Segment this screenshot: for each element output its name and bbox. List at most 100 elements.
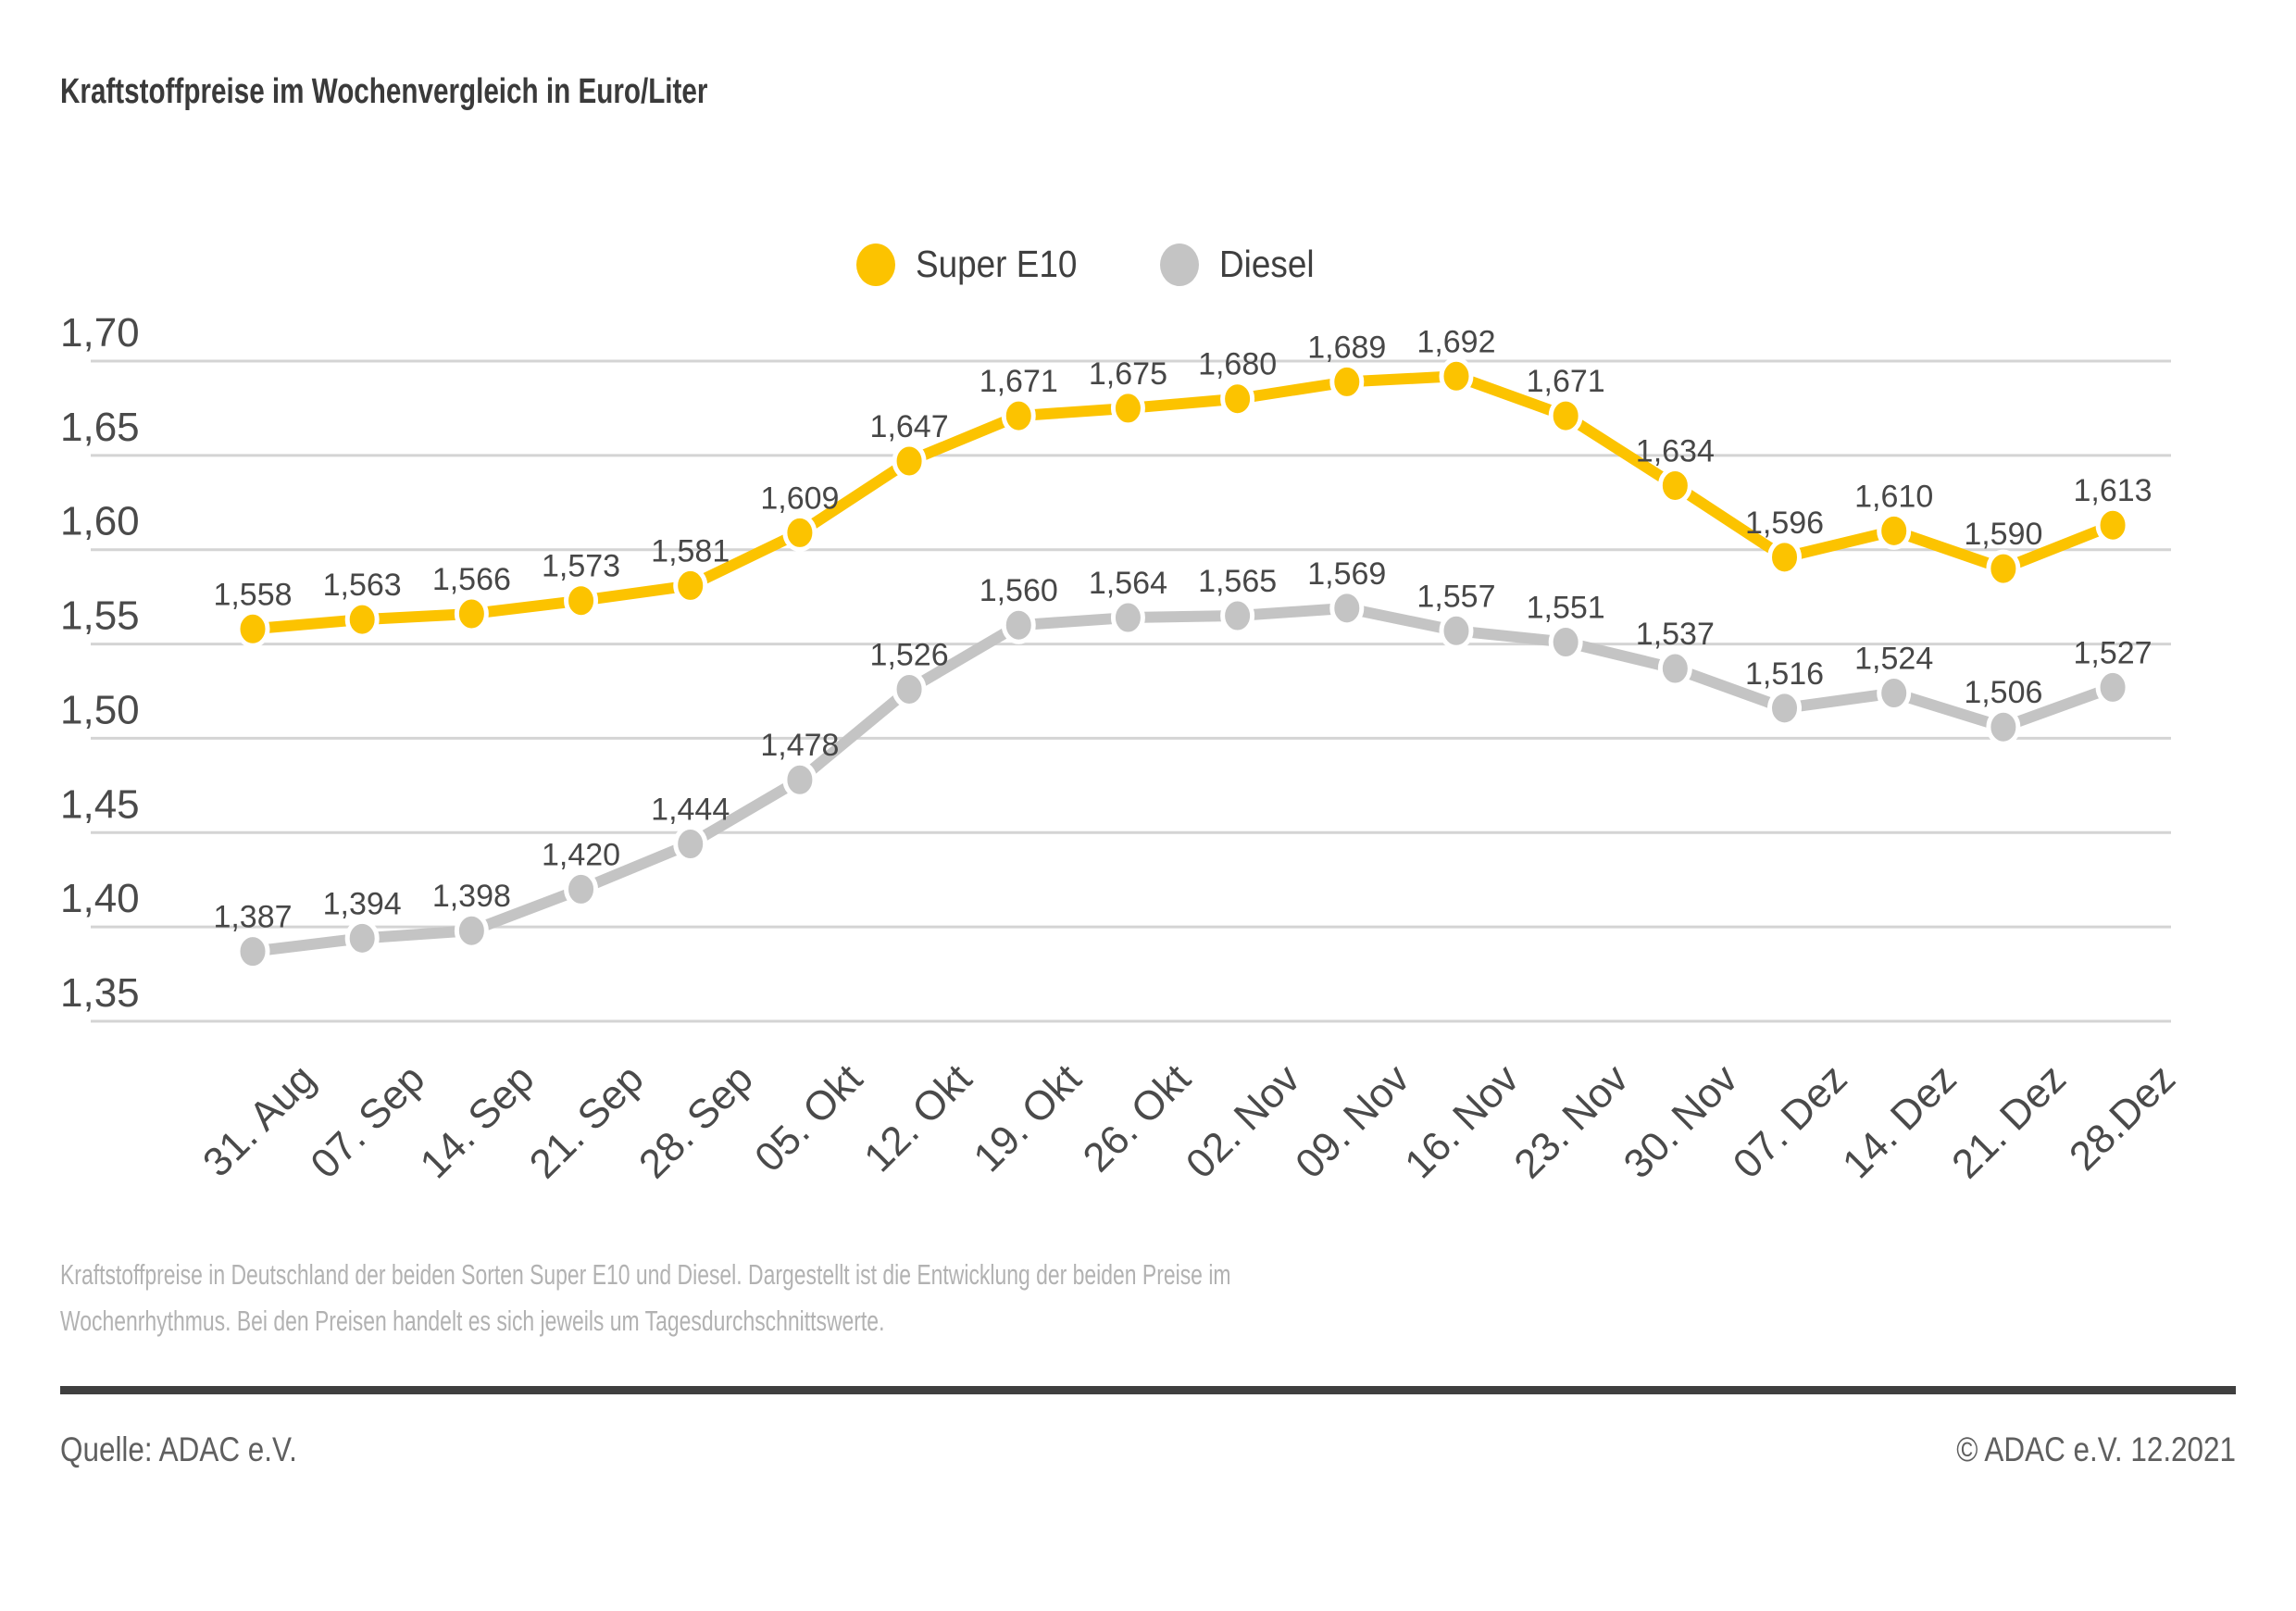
y-tick-label: 1,65 bbox=[60, 405, 140, 450]
diesel-point bbox=[1439, 611, 1474, 650]
x-tick-label: 14. Dez bbox=[1834, 1055, 1965, 1187]
x-tick-label: 26. Okt bbox=[1075, 1055, 1200, 1180]
super-e10-point bbox=[1548, 396, 1583, 435]
x-tick-label: 31. Aug bbox=[194, 1055, 324, 1185]
super-e10-value-label: 1,563 bbox=[323, 568, 402, 603]
y-tick-label: 1,70 bbox=[60, 310, 140, 356]
diesel-value-label: 1,420 bbox=[542, 837, 620, 872]
diesel-point bbox=[1001, 606, 1036, 644]
super-e10-point bbox=[1001, 396, 1036, 435]
super-e10-value-label: 1,573 bbox=[542, 549, 620, 584]
diesel-value-label: 1,516 bbox=[1745, 656, 1824, 692]
x-tick-label: 02. Nov bbox=[1178, 1055, 1309, 1187]
super-e10-value-label: 1,613 bbox=[2074, 473, 2152, 508]
diesel-value-label: 1,569 bbox=[1307, 556, 1386, 592]
legend-dot-super-e10 bbox=[856, 243, 895, 286]
super-e10-value-label: 1,675 bbox=[1089, 356, 1167, 392]
legend-label-super-e10: Super E10 bbox=[916, 243, 1078, 285]
super-e10-point bbox=[1110, 389, 1145, 428]
x-tick-label: 05. Okt bbox=[746, 1055, 871, 1180]
super-e10-value-label: 1,590 bbox=[1964, 517, 2042, 552]
y-tick-label: 1,60 bbox=[60, 499, 140, 544]
diesel-point bbox=[564, 869, 599, 908]
x-tick-label: 12. Okt bbox=[855, 1055, 980, 1180]
x-tick-label: 19. Okt bbox=[965, 1055, 1090, 1180]
x-tick-label: 16. Nov bbox=[1396, 1055, 1528, 1187]
super-e10-point bbox=[454, 594, 489, 633]
y-tick-label: 1,40 bbox=[60, 876, 140, 921]
super-e10-value-label: 1,692 bbox=[1416, 324, 1495, 359]
diesel-point bbox=[1986, 707, 2021, 746]
diesel-point bbox=[454, 911, 489, 950]
diesel-value-label: 1,398 bbox=[432, 879, 511, 914]
x-tick-label: 28. Sep bbox=[630, 1055, 762, 1187]
diesel-value-label: 1,478 bbox=[760, 728, 839, 763]
super-e10-point bbox=[673, 566, 708, 605]
diesel-point bbox=[673, 825, 708, 864]
diesel-value-label: 1,526 bbox=[870, 637, 949, 672]
super-e10-point bbox=[1767, 538, 1803, 577]
diesel-point bbox=[1110, 598, 1145, 637]
super-e10-value-label: 1,610 bbox=[1854, 479, 1933, 514]
super-e10-value-label: 1,566 bbox=[432, 562, 511, 597]
diesel-point bbox=[1329, 589, 1365, 628]
legend-dot-diesel bbox=[1159, 243, 1199, 286]
diesel-point bbox=[235, 932, 270, 971]
super-e10-point bbox=[235, 609, 270, 648]
diesel-point bbox=[1220, 596, 1255, 635]
diesel-value-label: 1,557 bbox=[1416, 579, 1495, 614]
super-e10-point bbox=[564, 581, 599, 620]
caption-line-1: Kraftstoffpreise in Deutschland der beid… bbox=[60, 1258, 1231, 1291]
chart-legend: Super E10 Diesel bbox=[856, 243, 1325, 286]
diesel-point bbox=[2095, 668, 2130, 706]
x-tick-label: 09. Nov bbox=[1287, 1055, 1418, 1187]
super-e10-point bbox=[1329, 362, 1365, 401]
diesel-point bbox=[1657, 649, 1692, 688]
super-e10-point bbox=[782, 513, 817, 552]
y-tick-label: 1,55 bbox=[60, 593, 140, 639]
super-e10-point bbox=[1877, 511, 1912, 550]
diesel-value-label: 1,444 bbox=[651, 793, 730, 828]
super-e10-value-label: 1,609 bbox=[760, 481, 839, 516]
super-e10-point bbox=[892, 442, 927, 481]
footer-divider bbox=[60, 1386, 2236, 1394]
diesel-value-label: 1,551 bbox=[1527, 591, 1605, 626]
super-e10-value-label: 1,689 bbox=[1307, 330, 1386, 365]
diesel-line bbox=[247, 602, 2119, 957]
super-e10-value-label: 1,671 bbox=[1527, 364, 1605, 399]
diesel-value-label: 1,524 bbox=[1854, 642, 1933, 677]
super-e10-point bbox=[1986, 549, 2021, 588]
diesel-point bbox=[1767, 689, 1803, 728]
super-e10-value-label: 1,680 bbox=[1198, 347, 1277, 382]
chart-caption: Kraftstoffpreise in Deutschland der beid… bbox=[60, 1252, 1231, 1344]
diesel-point bbox=[892, 669, 927, 708]
x-tick-label: 23. Nov bbox=[1505, 1055, 1637, 1187]
y-tick-label: 1,45 bbox=[60, 781, 140, 827]
super-e10-point bbox=[1439, 356, 1474, 395]
y-tick-label: 1,50 bbox=[60, 687, 140, 732]
legend-label-diesel: Diesel bbox=[1218, 243, 1315, 285]
diesel-value-label: 1,537 bbox=[1636, 617, 1715, 652]
x-tick-label: 21. Sep bbox=[521, 1055, 653, 1187]
super-e10-value-label: 1,671 bbox=[980, 364, 1058, 399]
super-e10-value-label: 1,596 bbox=[1745, 506, 1824, 541]
diesel-point bbox=[344, 918, 380, 957]
super-e10-value-label: 1,581 bbox=[651, 533, 730, 568]
super-e10-point bbox=[1220, 380, 1255, 418]
x-tick-label: 14. Sep bbox=[412, 1055, 543, 1187]
super-e10-point bbox=[1657, 466, 1692, 505]
caption-line-2: Wochenrhythmus. Bei den Preisen handelt … bbox=[60, 1305, 885, 1337]
diesel-value-label: 1,560 bbox=[980, 573, 1058, 608]
diesel-value-label: 1,506 bbox=[1964, 675, 2042, 710]
x-tick-label: 07. Dez bbox=[1725, 1055, 1856, 1187]
footer-copyright-text: © ADAC e.V. 12.2021 bbox=[1956, 1430, 2236, 1468]
super-e10-value-label: 1,634 bbox=[1636, 433, 1715, 468]
diesel-point bbox=[1548, 623, 1583, 662]
x-tick-label: 30. Nov bbox=[1616, 1055, 1747, 1187]
x-tick-label: 07. Sep bbox=[302, 1055, 433, 1187]
x-tick-label: 21. Dez bbox=[1943, 1055, 2075, 1187]
super-e10-value-label: 1,558 bbox=[213, 577, 292, 612]
x-tick-label: 28.Dez bbox=[2061, 1055, 2184, 1179]
